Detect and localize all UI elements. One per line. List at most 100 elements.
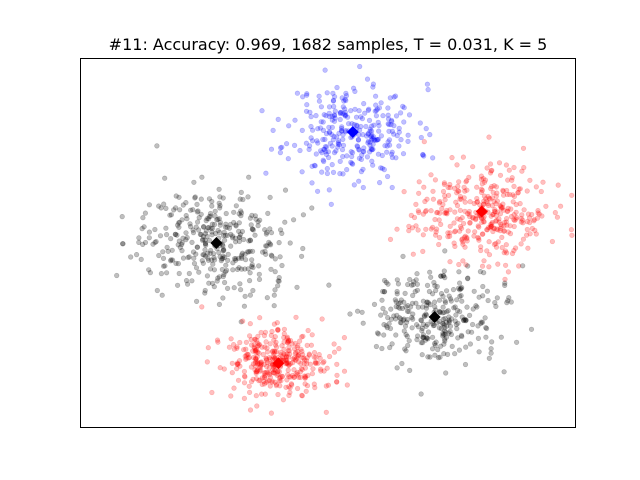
- sample-point: [529, 225, 535, 232]
- sample-point: [481, 258, 487, 264]
- sample-point: [480, 293, 486, 299]
- sample-point: [327, 129, 333, 135]
- centroid-marker: [346, 126, 359, 138]
- sample-point: [480, 283, 486, 290]
- sample-point: [247, 407, 254, 413]
- sample-point: [459, 236, 465, 242]
- sample-point: [259, 108, 265, 114]
- sample-point: [335, 144, 341, 150]
- sample-point: [445, 234, 451, 240]
- sample-point: [222, 237, 228, 243]
- sample-point: [489, 221, 495, 227]
- sample-point: [436, 217, 442, 223]
- sample-point: [383, 323, 390, 329]
- sample-point: [254, 367, 260, 373]
- sample-point: [267, 383, 273, 389]
- sample-point: [374, 330, 381, 336]
- sample-point: [253, 355, 259, 361]
- sample-point: [338, 128, 345, 134]
- sample-point: [329, 124, 335, 130]
- sample-point: [283, 353, 289, 360]
- sample-point: [284, 360, 290, 366]
- sample-point: [437, 235, 443, 241]
- sample-point: [298, 346, 304, 352]
- sample-point: [214, 278, 220, 284]
- sample-point: [264, 357, 270, 363]
- sample-point: [341, 98, 347, 104]
- sample-point: [509, 175, 515, 181]
- sample-point: [252, 213, 258, 219]
- sample-point: [389, 151, 395, 157]
- sample-point: [314, 138, 320, 144]
- sample-point: [554, 214, 561, 220]
- sample-point: [229, 233, 236, 239]
- sample-point: [385, 121, 391, 127]
- sample-point: [162, 263, 168, 269]
- sample-point: [373, 93, 379, 99]
- sample-point: [370, 162, 376, 168]
- sample-point: [391, 123, 397, 129]
- sample-point: [424, 282, 431, 289]
- sample-point: [389, 118, 395, 125]
- sample-point: [320, 157, 326, 163]
- sample-point: [236, 238, 242, 244]
- sample-point: [340, 171, 346, 177]
- sample-point: [376, 122, 382, 129]
- sample-point: [535, 210, 541, 216]
- sample-point: [282, 352, 288, 358]
- sample-point: [508, 214, 515, 220]
- sample-point: [356, 155, 363, 161]
- sample-point: [461, 317, 467, 323]
- sample-point: [271, 321, 278, 327]
- sample-point: [238, 189, 244, 195]
- sample-point: [247, 292, 253, 298]
- sample-point: [263, 356, 270, 362]
- sample-point: [206, 224, 212, 231]
- sample-point: [487, 170, 494, 176]
- sample-point: [300, 212, 307, 218]
- sample-point: [373, 107, 379, 114]
- sample-point: [141, 224, 147, 230]
- sample-point: [493, 193, 499, 199]
- sample-point: [256, 350, 262, 356]
- sample-point: [485, 297, 491, 304]
- sample-point: [272, 379, 278, 385]
- sample-point: [186, 254, 192, 260]
- sample-point: [255, 333, 261, 339]
- sample-point: [279, 354, 286, 360]
- sample-point: [311, 350, 318, 356]
- sample-point: [491, 226, 497, 232]
- sample-point: [253, 216, 259, 222]
- sample-point: [283, 384, 289, 390]
- sample-point: [501, 192, 507, 198]
- sample-point: [206, 280, 212, 286]
- sample-point: [224, 267, 230, 274]
- sample-point: [219, 256, 225, 262]
- sample-point: [191, 260, 198, 267]
- sample-point: [215, 216, 221, 222]
- sample-point: [448, 298, 454, 304]
- sample-point: [238, 208, 244, 214]
- sample-point: [401, 189, 407, 195]
- sample-point: [188, 224, 194, 230]
- sample-point: [404, 319, 410, 325]
- sample-point: [299, 334, 305, 340]
- sample-point: [119, 241, 126, 247]
- sample-point: [319, 169, 325, 175]
- sample-point: [393, 299, 399, 305]
- sample-point: [248, 222, 254, 228]
- sample-point: [428, 172, 434, 178]
- sample-point: [388, 316, 394, 322]
- sample-point: [299, 348, 305, 355]
- sample-point: [309, 205, 315, 211]
- sample-point: [353, 114, 360, 120]
- sample-point: [404, 316, 411, 323]
- sample-point: [119, 214, 125, 220]
- sample-point: [285, 340, 291, 346]
- sample-point: [309, 180, 315, 186]
- sample-point: [447, 223, 453, 229]
- sample-point: [253, 350, 259, 356]
- sample-point: [263, 339, 269, 345]
- sample-point: [236, 235, 242, 241]
- sample-point: [419, 325, 425, 332]
